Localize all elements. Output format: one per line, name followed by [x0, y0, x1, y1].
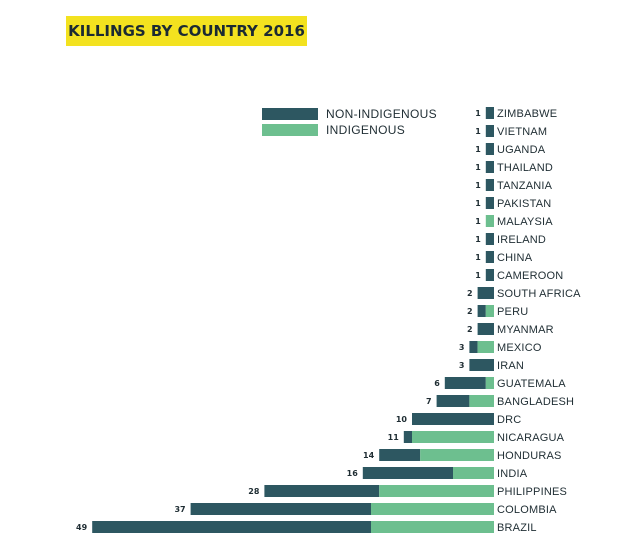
legend-item-non-indigenous: NON-INDIGENOUS [262, 107, 437, 121]
value-label-guatemala: 6 [434, 379, 440, 388]
country-label-honduras: HONDURAS [497, 450, 562, 462]
country-label-uganda: UGANDA [497, 144, 546, 156]
bar-indigenous-india [453, 467, 494, 479]
bar-non-indigenous-ireland [485, 233, 494, 245]
bar-non-indigenous-cameroon [485, 269, 494, 281]
value-label-nicaragua: 11 [388, 433, 400, 442]
bar-indigenous-malaysia [485, 215, 494, 227]
value-label-colombia: 37 [174, 505, 185, 514]
bar-non-indigenous-myanmar [477, 323, 494, 335]
value-label-cameroon: 1 [475, 271, 481, 280]
value-label-south-africa: 2 [467, 289, 473, 298]
legend-swatch-non-indigenous [262, 108, 318, 120]
bar-indigenous-bangladesh [469, 395, 494, 407]
country-label-thailand: THAILAND [497, 162, 553, 174]
legend-swatch-indigenous [262, 124, 318, 136]
bar-non-indigenous-south-africa [477, 287, 494, 299]
bar-non-indigenous-iran [469, 359, 494, 371]
country-label-mexico: MEXICO [497, 342, 542, 354]
country-label-cameroon: CAMEROON [497, 270, 563, 282]
value-label-thailand: 1 [475, 163, 481, 172]
country-label-philippines: PHILIPPINES [497, 486, 567, 498]
country-label-tanzania: TANZANIA [497, 180, 553, 192]
country-label-bangladesh: BANGLADESH [497, 396, 574, 408]
legend-label-non-indigenous: NON-INDIGENOUS [326, 107, 437, 121]
bar-non-indigenous-drc [412, 413, 494, 425]
value-label-brazil: 49 [76, 523, 88, 532]
country-label-peru: PERU [497, 306, 528, 318]
bar-indigenous-brazil [371, 521, 494, 533]
bar-indigenous-nicaragua [412, 431, 494, 443]
value-label-drc: 10 [396, 415, 408, 424]
bar-non-indigenous-zimbabwe [485, 107, 494, 119]
country-label-malaysia: MALAYSIA [497, 216, 553, 228]
country-label-iran: IRAN [497, 360, 524, 372]
value-label-tanzania: 1 [475, 181, 481, 190]
bar-non-indigenous-vietnam [485, 125, 494, 137]
chart-title: KILLINGS BY COUNTRY 2016 [68, 22, 305, 40]
value-label-peru: 2 [467, 307, 473, 316]
title-banner: KILLINGS BY COUNTRY 2016 [66, 16, 307, 46]
bar-non-indigenous-tanzania [485, 179, 494, 191]
value-label-india: 16 [347, 469, 359, 478]
bar-non-indigenous-philippines [264, 485, 380, 497]
value-label-philippines: 28 [248, 487, 260, 496]
value-label-vietnam: 1 [475, 127, 481, 136]
bar-indigenous-guatemala [485, 377, 494, 389]
bar-non-indigenous-honduras [379, 449, 421, 461]
bar-indigenous-honduras [420, 449, 494, 461]
legend-item-indigenous: INDIGENOUS [262, 123, 405, 137]
country-label-vietnam: VIETNAM [497, 126, 547, 138]
bar-non-indigenous-colombia [190, 503, 371, 515]
legend-label-indigenous: INDIGENOUS [326, 123, 406, 137]
country-label-guatemala: GUATEMALA [497, 378, 566, 390]
bar-indigenous-mexico [477, 341, 494, 353]
country-label-pakistan: PAKISTAN [497, 198, 551, 210]
value-label-pakistan: 1 [475, 199, 481, 208]
country-label-india: INDIA [497, 468, 528, 480]
value-label-zimbabwe: 1 [475, 109, 481, 118]
country-label-brazil: BRAZIL [497, 522, 537, 534]
value-label-uganda: 1 [475, 145, 481, 154]
country-label-drc: DRC [497, 414, 521, 426]
value-label-ireland: 1 [475, 235, 481, 244]
value-label-malaysia: 1 [475, 217, 481, 226]
value-label-china: 1 [475, 253, 481, 262]
country-label-nicaragua: NICARAGUA [497, 432, 565, 444]
bar-indigenous-colombia [371, 503, 494, 515]
value-label-honduras: 14 [363, 451, 375, 460]
value-label-bangladesh: 7 [426, 397, 432, 406]
country-label-myanmar: MYANMAR [497, 324, 554, 336]
value-label-myanmar: 2 [467, 325, 473, 334]
value-label-iran: 3 [459, 361, 465, 370]
bar-non-indigenous-uganda [485, 143, 494, 155]
country-label-zimbabwe: ZIMBABWE [497, 108, 557, 120]
bar-non-indigenous-india [362, 467, 453, 479]
bar-non-indigenous-pakistan [485, 197, 494, 209]
bar-indigenous-peru [485, 305, 494, 317]
bar-non-indigenous-peru [477, 305, 486, 317]
country-label-china: CHINA [497, 252, 533, 264]
bar-non-indigenous-thailand [485, 161, 494, 173]
bar-non-indigenous-guatemala [444, 377, 486, 389]
country-label-south-africa: SOUTH AFRICA [497, 288, 581, 300]
country-label-ireland: IRELAND [497, 234, 546, 246]
bar-non-indigenous-nicaragua [403, 431, 412, 443]
bar-non-indigenous-brazil [92, 521, 371, 533]
bar-non-indigenous-china [485, 251, 494, 263]
bar-non-indigenous-mexico [469, 341, 478, 353]
bar-non-indigenous-bangladesh [436, 395, 470, 407]
bar-indigenous-philippines [379, 485, 494, 497]
value-label-mexico: 3 [459, 343, 465, 352]
country-label-colombia: COLOMBIA [497, 504, 557, 516]
